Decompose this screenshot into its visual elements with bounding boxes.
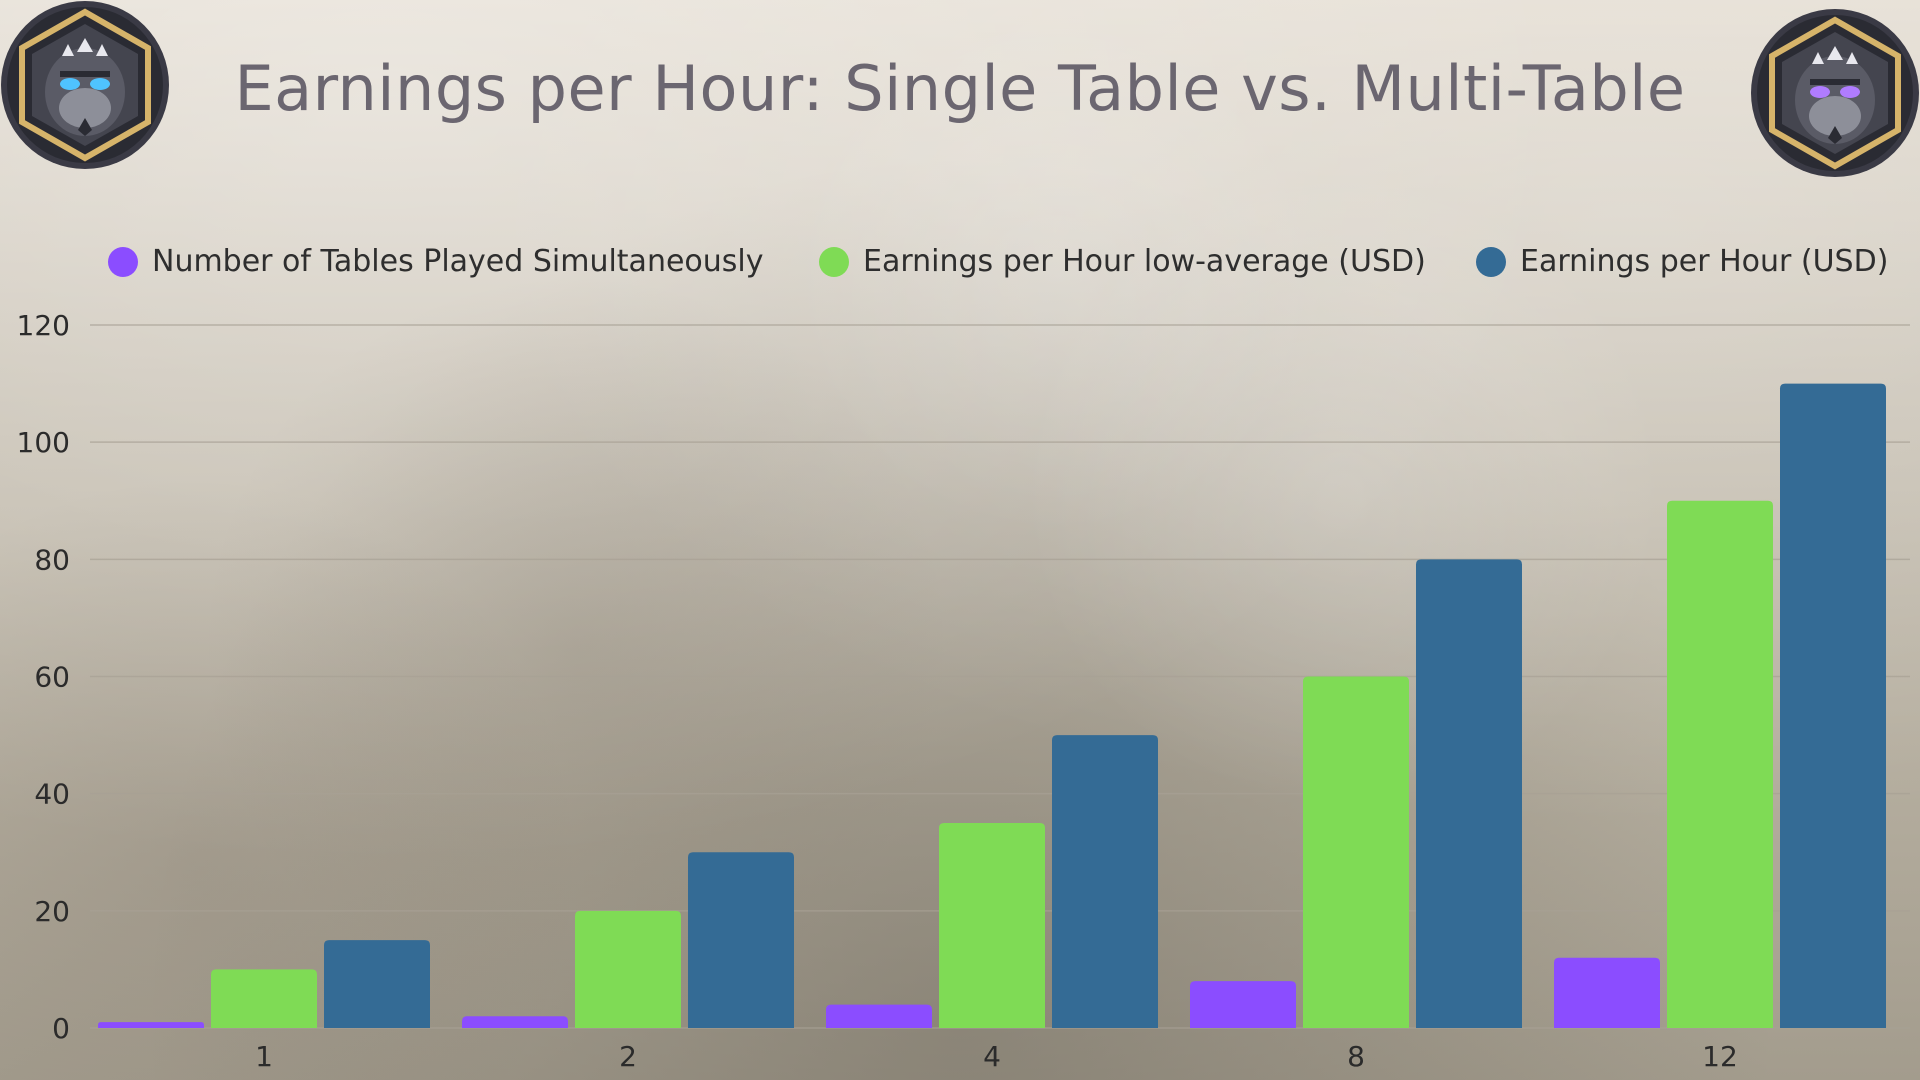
y-tick-label: 80 — [34, 543, 70, 576]
y-tick-label: 100 — [17, 426, 70, 459]
bar-earnings-12 — [1780, 383, 1886, 1028]
legend-dot-tables — [108, 246, 138, 277]
legend-label-tables: Number of Tables Played Simultaneously — [152, 244, 764, 279]
legend-label-earnings: Earnings per Hour (USD) — [1520, 244, 1889, 279]
legend-dot-earnings — [1476, 246, 1506, 277]
chart-legend: Number of Tables Played Simultaneously E… — [0, 244, 1920, 288]
y-tick-label: 60 — [34, 661, 70, 694]
bar-earnings-8 — [1416, 559, 1522, 1028]
x-tick-label: 2 — [619, 1040, 637, 1073]
bar-earnings-1 — [324, 940, 430, 1028]
bar-low-average-8 — [1303, 676, 1409, 1028]
bar-low-average-1 — [211, 969, 317, 1028]
legend-label-low-average: Earnings per Hour low-average (USD) — [863, 244, 1426, 279]
y-tick-label: 0 — [52, 1012, 70, 1045]
bar-low-average-12 — [1667, 500, 1773, 1028]
bar-tables-2 — [462, 1016, 568, 1028]
y-tick-label: 20 — [34, 895, 70, 928]
x-tick-label: 12 — [1702, 1040, 1738, 1073]
legend-item-earnings: Earnings per Hour (USD) — [1476, 244, 1888, 279]
bar-tables-8 — [1190, 981, 1296, 1028]
y-tick-label: 120 — [17, 309, 70, 342]
gorilla-logo-left-icon — [1, 1, 169, 169]
bar-earnings-4 — [1052, 735, 1158, 1028]
legend-item-tables: Number of Tables Played Simultaneously — [108, 244, 764, 279]
bar-tables-12 — [1554, 957, 1660, 1028]
x-tick-label: 1 — [255, 1040, 273, 1073]
x-tick-label: 8 — [1347, 1040, 1365, 1073]
bar-low-average-2 — [575, 910, 681, 1028]
bar-earnings-2 — [688, 852, 794, 1028]
bar-tables-1 — [98, 1022, 204, 1028]
y-tick-label: 40 — [34, 778, 70, 811]
bar-low-average-4 — [939, 822, 1045, 1028]
legend-dot-low-average — [819, 246, 849, 277]
x-tick-label: 4 — [983, 1040, 1001, 1073]
bar-tables-4 — [826, 1004, 932, 1028]
legend-item-low-average: Earnings per Hour low-average (USD) — [819, 244, 1426, 279]
gorilla-logo-right-icon — [1751, 9, 1919, 177]
chart-title: Earnings per Hour: Single Table vs. Mult… — [234, 52, 1686, 125]
